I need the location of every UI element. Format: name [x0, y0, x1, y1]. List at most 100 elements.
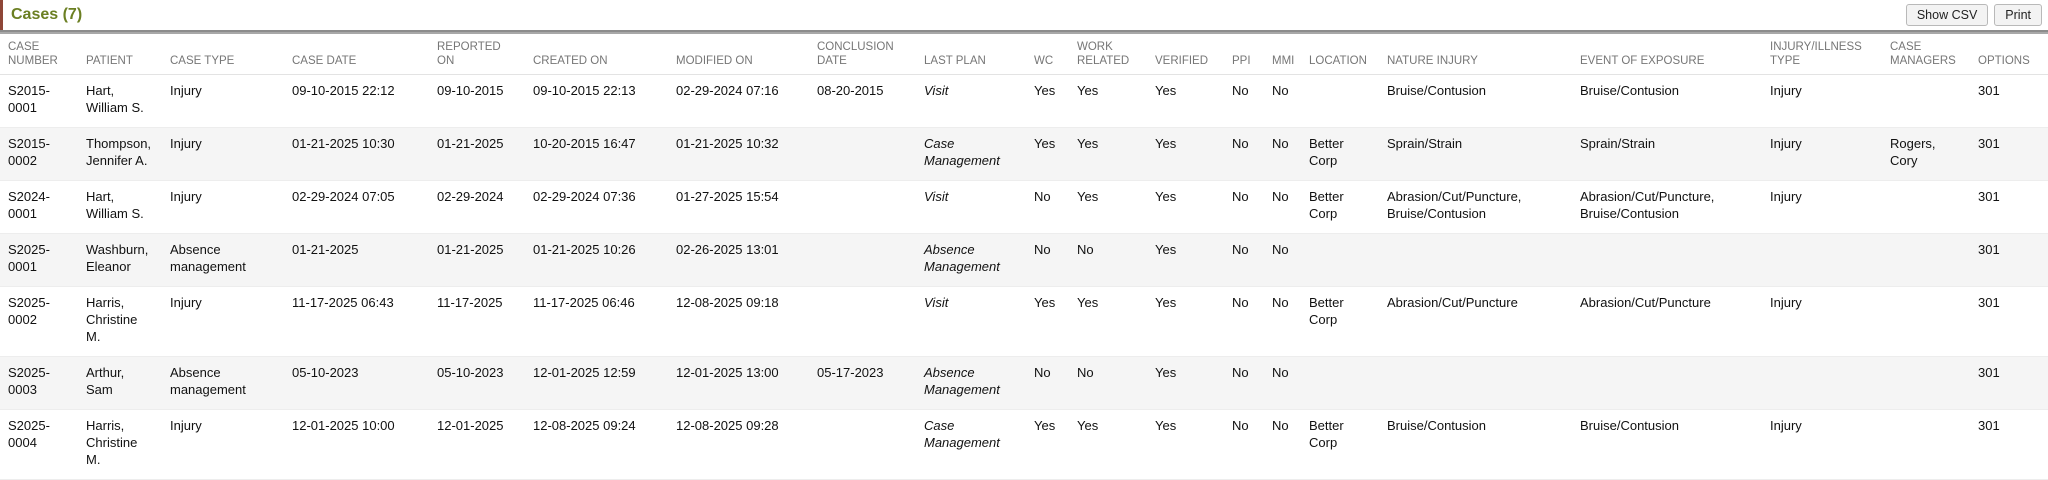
cell-last-plan: Case Management [916, 127, 1026, 181]
show-csv-button[interactable]: Show CSV [1905, 4, 1989, 26]
cell-ppi: No [1224, 180, 1264, 234]
table-row[interactable]: S2025-0004 Harris, Christine M. Injury 12-0… [0, 409, 2048, 480]
cell-nature-injury: Bruise/Contusion [1379, 74, 1572, 128]
cell-patient: Thompson, Jennifer A. [78, 127, 162, 181]
cell-options: 301 [1970, 233, 2048, 287]
cases-table-body: S2015-0001 Hart, William S. Injury 09-10-20… [0, 74, 2048, 480]
table-row[interactable]: S2025-0002 Harris, Christine M. Injury 11-1… [0, 286, 2048, 357]
cell-location: Better Corp [1301, 127, 1379, 181]
cell-work-related: Yes [1069, 286, 1147, 357]
cell-injury-illness-type [1762, 356, 1882, 410]
cell-location [1301, 74, 1379, 128]
column-header-ppi: PPI [1224, 34, 1264, 75]
cell-mmi: No [1264, 233, 1301, 287]
cell-mmi: No [1264, 74, 1301, 128]
cell-created-on: 12-01-2025 12:59 [525, 356, 668, 410]
cell-reported-on: 12-01-2025 [429, 409, 525, 480]
cell-ppi: No [1224, 74, 1264, 128]
column-header-verified: VERIFIED [1147, 34, 1224, 75]
cell-case-type: Absence management [162, 233, 284, 287]
cell-patient: Washburn, Eleanor [78, 233, 162, 287]
cell-modified-on: 12-08-2025 09:28 [668, 409, 809, 480]
cell-wc: Yes [1026, 409, 1069, 480]
cell-event-of-exposure [1572, 356, 1762, 410]
column-header-options: OPTIONS [1970, 34, 2048, 75]
cell-work-related: No [1069, 233, 1147, 287]
cell-modified-on: 02-26-2025 13:01 [668, 233, 809, 287]
cell-nature-injury: Sprain/Strain [1379, 127, 1572, 181]
cell-conclusion-date: 05-17-2023 [809, 356, 916, 410]
cell-patient: Harris, Christine M. [78, 409, 162, 480]
cell-nature-injury [1379, 233, 1572, 287]
cell-conclusion-date [809, 127, 916, 181]
table-row[interactable]: S2015-0002 Thompson, Jennifer A. Injury 01-… [0, 127, 2048, 181]
cell-mmi: No [1264, 409, 1301, 480]
column-header-created-on: CREATED ON [525, 34, 668, 75]
cell-work-related: Yes [1069, 409, 1147, 480]
cell-case-number: S2025-0001 [0, 233, 78, 287]
column-header-wc: WC [1026, 34, 1069, 75]
cell-patient: Arthur, Sam [78, 356, 162, 410]
cell-options: 301 [1970, 409, 2048, 480]
cell-mmi: No [1264, 180, 1301, 234]
cell-reported-on: 02-29-2024 [429, 180, 525, 234]
cell-event-of-exposure: Bruise/Contusion [1572, 409, 1762, 480]
table-row[interactable]: S2025-0003 Arthur, Sam Absence management 0… [0, 356, 2048, 410]
column-header-nature-injury: NATURE INJURY [1379, 34, 1572, 75]
table-row[interactable]: S2025-0001 Washburn, Eleanor Absence manag… [0, 233, 2048, 287]
cell-wc: Yes [1026, 74, 1069, 128]
cell-location: Better Corp [1301, 180, 1379, 234]
cell-patient: Hart, William S. [78, 74, 162, 128]
cell-case-managers [1882, 233, 1970, 287]
column-header-mmi: MMI [1264, 34, 1301, 75]
cell-options: 301 [1970, 356, 2048, 410]
cell-verified: Yes [1147, 127, 1224, 181]
cell-case-number: S2025-0004 [0, 409, 78, 480]
column-header-patient: PATIENT [78, 34, 162, 75]
cell-case-number: S2015-0001 [0, 74, 78, 128]
cell-created-on: 11-17-2025 06:46 [525, 286, 668, 357]
cases-table: CASE NUMBER PATIENT CASE TYPE CASE DATE … [0, 34, 2048, 480]
cell-ppi: No [1224, 286, 1264, 357]
cell-wc: Yes [1026, 286, 1069, 357]
title-divider [0, 30, 2048, 34]
cell-reported-on: 11-17-2025 [429, 286, 525, 357]
cell-verified: Yes [1147, 233, 1224, 287]
table-row[interactable]: S2015-0001 Hart, William S. Injury 09-10-20… [0, 74, 2048, 128]
cell-case-date: 11-17-2025 06:43 [284, 286, 429, 357]
cell-ppi: No [1224, 409, 1264, 480]
cell-nature-injury: Bruise/Contusion [1379, 409, 1572, 480]
cell-ppi: No [1224, 233, 1264, 287]
cell-injury-illness-type: Injury [1762, 180, 1882, 234]
cell-options: 301 [1970, 180, 2048, 234]
header-row: CASE NUMBER PATIENT CASE TYPE CASE DATE … [0, 34, 2048, 75]
column-header-conclusion-date: CONCLUSION DATE [809, 34, 916, 75]
cell-options: 301 [1970, 127, 2048, 181]
cell-case-date: 05-10-2023 [284, 356, 429, 410]
column-header-event-of-exposure: EVENT OF EXPOSURE [1572, 34, 1762, 75]
cell-injury-illness-type: Injury [1762, 286, 1882, 357]
cell-nature-injury: Abrasion/Cut/Puncture [1379, 286, 1572, 357]
cell-case-type: Injury [162, 74, 284, 128]
cell-conclusion-date [809, 233, 916, 287]
cell-case-managers [1882, 409, 1970, 480]
cell-verified: Yes [1147, 180, 1224, 234]
cell-verified: Yes [1147, 286, 1224, 357]
page-title: Cases (7) [11, 6, 83, 23]
cell-case-number: S2025-0003 [0, 356, 78, 410]
cell-injury-illness-type: Injury [1762, 74, 1882, 128]
cell-mmi: No [1264, 356, 1301, 410]
cell-wc: No [1026, 180, 1069, 234]
cell-last-plan: Visit [916, 286, 1026, 357]
print-button[interactable]: Print [1994, 4, 2042, 26]
cell-event-of-exposure [1572, 233, 1762, 287]
column-header-modified-on: MODIFIED ON [668, 34, 809, 75]
cell-case-date: 01-21-2025 [284, 233, 429, 287]
table-row[interactable]: S2024-0001 Hart, William S. Injury 02-29-20… [0, 180, 2048, 234]
column-header-reported-on: REPORTED ON [429, 34, 525, 75]
cell-created-on: 02-29-2024 07:36 [525, 180, 668, 234]
cell-ppi: No [1224, 356, 1264, 410]
cell-verified: Yes [1147, 409, 1224, 480]
cell-wc: No [1026, 233, 1069, 287]
cell-case-date: 02-29-2024 07:05 [284, 180, 429, 234]
